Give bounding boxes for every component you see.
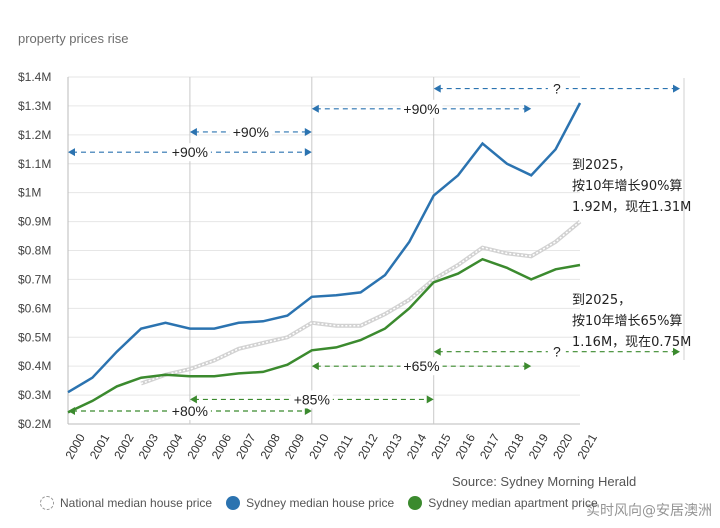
- arrow-head-right: [673, 84, 680, 93]
- x-tick-label: 2018: [501, 431, 527, 461]
- growth-label: ?: [553, 344, 561, 360]
- y-tick-label: $0.9M: [18, 215, 51, 229]
- series-line-house: [67, 102, 582, 394]
- arrow-label-bg: [400, 99, 443, 118]
- legend: National median house price Sydney media…: [40, 496, 598, 510]
- x-tick-label: 2014: [404, 431, 430, 461]
- x-tick-label: 2009: [282, 431, 308, 461]
- legend-house: Sydney median house price: [226, 496, 394, 510]
- arrow-head-right: [524, 362, 532, 371]
- arrow-head-left: [68, 148, 75, 157]
- legend-apartment: Sydney median apartment price: [408, 496, 598, 510]
- y-tick-label: $0.4M: [18, 359, 51, 373]
- arrow-head-right: [304, 148, 312, 157]
- x-tick-label: 2020: [550, 431, 576, 461]
- watermark: 实时风向@安居澳洲: [586, 503, 712, 519]
- growth-label: +65%: [403, 358, 439, 374]
- arrow-head-left: [311, 104, 319, 113]
- arrow-label-bg: [290, 390, 333, 409]
- x-tick-label: 2000: [62, 431, 88, 461]
- growth-label: +85%: [294, 391, 330, 407]
- x-tick-label: 2012: [355, 431, 381, 461]
- arrow-label-bg: [229, 122, 272, 141]
- arrow-label-bg: [547, 342, 566, 361]
- legend-national: National median house price: [40, 496, 212, 510]
- arrow-label-bg: [168, 401, 211, 420]
- arrow-head-right: [304, 406, 312, 415]
- y-tick-label: $0.8M: [18, 244, 51, 258]
- legend-apartment-label: Sydney median apartment price: [428, 496, 598, 510]
- x-tick-label: 2016: [453, 431, 479, 461]
- x-tick-label: 2019: [526, 431, 552, 461]
- y-tick-label: $1M: [18, 186, 41, 200]
- arrow-head-right: [426, 395, 434, 404]
- arrow-label-bg: [547, 79, 566, 98]
- y-tick-label: $0.7M: [18, 272, 51, 286]
- arrow-head-left: [433, 347, 441, 356]
- arrow-label-bg: [400, 357, 443, 376]
- x-tick-label: 2021: [574, 431, 600, 461]
- x-tick-label: 2003: [136, 431, 162, 461]
- source-label: Source: Sydney Morning Herald: [452, 474, 637, 489]
- legend-house-marker: [226, 496, 241, 510]
- x-tick-label: 2006: [209, 431, 235, 461]
- x-tick-label: 2005: [184, 431, 210, 461]
- x-tick-label: 2007: [233, 431, 259, 461]
- legend-national-label: National median house price: [60, 496, 213, 510]
- y-tick-label: $1.4M: [18, 70, 51, 84]
- x-tick-label: 2017: [477, 431, 503, 461]
- series-line-apartment: [67, 257, 581, 414]
- house-note: 到2025， 按10年增长90%算 1.92M，现在1.31M: [572, 158, 692, 215]
- series-line-national: [140, 221, 581, 385]
- x-tick-label: 2008: [258, 431, 284, 461]
- apartment-note: 到2025， 按10年增长65%算 1.16M，现在0.75M: [572, 293, 692, 350]
- legend-national-marker: [40, 496, 54, 510]
- y-tick-label: $1.2M: [18, 128, 51, 142]
- growth-label: +90%: [172, 144, 208, 160]
- x-tick-label: 2013: [379, 431, 405, 461]
- growth-label: ?: [553, 81, 561, 97]
- growth-label: +90%: [403, 101, 439, 117]
- y-tick-label: $1.1M: [18, 157, 51, 171]
- y-tick-label: $0.3M: [18, 388, 51, 402]
- arrow-head-left: [311, 362, 319, 371]
- x-tick-label: 2010: [306, 431, 332, 461]
- arrow-head-left: [433, 84, 441, 93]
- y-tick-label: $0.5M: [18, 330, 51, 344]
- x-tick-label: 2004: [160, 431, 186, 461]
- arrow-head-right: [524, 104, 532, 113]
- arrow-head-left: [68, 406, 75, 415]
- legend-house-label: Sydney median house price: [246, 496, 395, 510]
- x-tick-label: 2001: [87, 431, 113, 461]
- arrow-head-left: [189, 127, 197, 136]
- arrow-head-right: [673, 347, 680, 356]
- y-tick-label: $0.2M: [18, 417, 51, 431]
- growth-label: +90%: [233, 124, 269, 140]
- growth-label: +80%: [172, 403, 208, 419]
- x-tick-label: 2002: [111, 431, 137, 461]
- y-tick-label: $1.3M: [18, 99, 51, 113]
- x-tick-label: 2011: [331, 432, 356, 462]
- legend-apartment-marker: [408, 496, 423, 510]
- x-tick-label: 2015: [428, 431, 454, 461]
- chart-subtitle: property prices rise: [18, 31, 129, 46]
- y-tick-label: $0.6M: [18, 301, 51, 315]
- arrow-head-left: [189, 395, 197, 404]
- arrow-head-right: [304, 127, 312, 136]
- series-line-national-bg: [140, 220, 582, 386]
- arrow-label-bg: [168, 143, 211, 162]
